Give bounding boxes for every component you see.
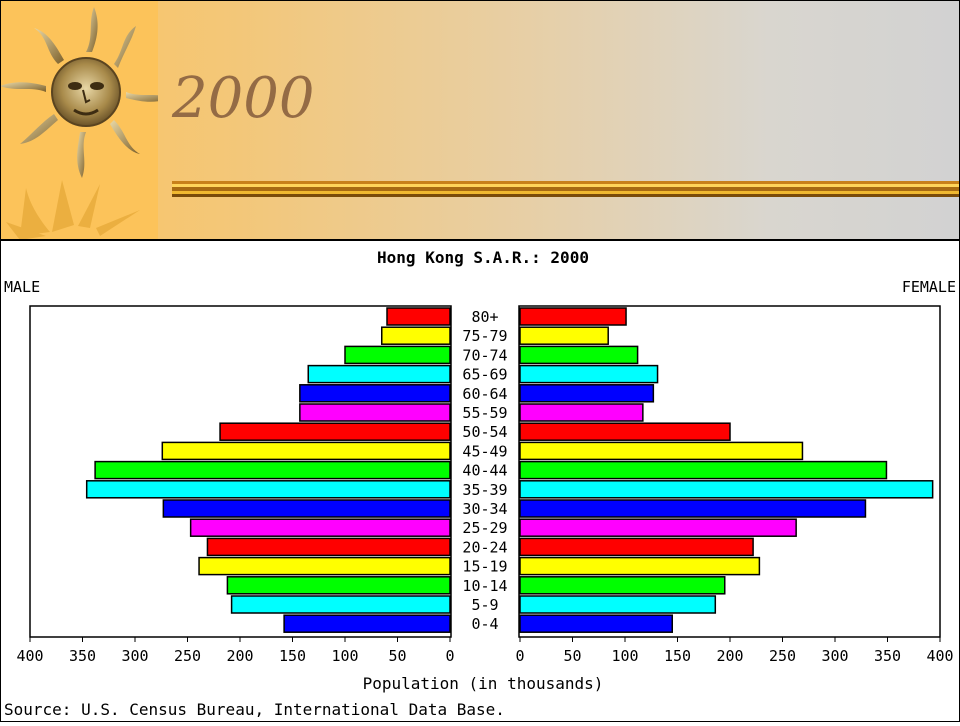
male-bar-70-74 xyxy=(344,345,451,365)
age-group-label: 50-54 xyxy=(462,423,507,441)
slide-header: 2000 xyxy=(0,0,960,240)
age-group-label: 80+ xyxy=(471,308,498,326)
female-bar-55-59 xyxy=(519,403,644,422)
male-bar-60-64 xyxy=(299,384,451,403)
male-bar-45-49 xyxy=(161,441,451,461)
female-tick-label: 350 xyxy=(874,647,901,665)
female-bar-0-4 xyxy=(519,614,673,633)
female-tick-label: 250 xyxy=(769,647,796,665)
source-note: Source: U.S. Census Bureau, Internationa… xyxy=(4,700,505,719)
male-label: MALE xyxy=(4,278,40,296)
chart-svg: Hong Kong S.A.R.: 2000 MALE FEMALE 80+75… xyxy=(4,248,956,719)
x-axis-label: Population (in thousands) xyxy=(363,674,604,693)
female-tick-label: 150 xyxy=(664,647,691,665)
age-group-label: 70-74 xyxy=(462,346,507,364)
female-bar-40-44 xyxy=(519,460,888,480)
female-tick-label: 100 xyxy=(611,647,638,665)
male-bar-30-34 xyxy=(162,499,451,518)
male-bar-80+ xyxy=(386,307,451,326)
population-pyramid: Hong Kong S.A.R.: 2000 MALE FEMALE 80+ 75… xyxy=(0,240,960,722)
female-bar-25-29 xyxy=(519,518,797,537)
age-group-label: 0-4 xyxy=(471,615,498,633)
age-group-label: 35-39 xyxy=(462,481,507,499)
female-tick-label: 300 xyxy=(821,647,848,665)
age-group-label: 40-44 xyxy=(462,462,507,480)
female-bar-60-64 xyxy=(519,384,655,403)
female-bar-35-39 xyxy=(519,480,934,499)
female-tick-label: 0 xyxy=(515,647,524,665)
age-group-label: 30-34 xyxy=(462,500,507,518)
age-group-label: 5-9 xyxy=(471,596,498,614)
female-bar-80+ xyxy=(519,307,627,326)
female-bar-10-14 xyxy=(519,576,726,595)
title-underline xyxy=(172,181,960,197)
male-bar-50-54 xyxy=(219,422,451,441)
female-bar-50-54 xyxy=(519,422,731,441)
female-bar-5-9 xyxy=(519,595,717,614)
age-group-label: 65-69 xyxy=(462,366,507,384)
sun-decoration xyxy=(0,0,170,240)
female-tick-label: 200 xyxy=(716,647,743,665)
female-bar-70-74 xyxy=(519,345,639,365)
male-bar-10-14 xyxy=(226,576,451,595)
male-bar-65-69 xyxy=(307,364,451,384)
age-group-label: 45-49 xyxy=(462,442,507,460)
header-divider xyxy=(0,239,960,241)
male-bar-40-44 xyxy=(94,460,451,480)
female-bar-75-79 xyxy=(519,326,609,345)
male-bar-75-79 xyxy=(381,326,451,345)
female-tick-label: 50 xyxy=(563,647,581,665)
male-tick-label: 100 xyxy=(331,647,358,665)
female-bar-20-24 xyxy=(519,537,754,557)
male-tick-label: 350 xyxy=(69,647,96,665)
age-group-label: 55-59 xyxy=(462,404,507,422)
female-bar-45-49 xyxy=(519,441,804,461)
male-bar-55-59 xyxy=(299,403,451,422)
age-group-label: 20-24 xyxy=(462,538,507,556)
female-label: FEMALE xyxy=(902,278,956,296)
female-bar-15-19 xyxy=(519,556,761,576)
female-bar-30-34 xyxy=(519,499,867,518)
age-group-label: 75-79 xyxy=(462,327,507,345)
male-tick-label: 0 xyxy=(445,647,454,665)
male-bar-20-24 xyxy=(206,537,451,557)
age-group-label: 25-29 xyxy=(462,519,507,537)
male-bar-15-19 xyxy=(198,556,451,576)
male-tick-label: 250 xyxy=(174,647,201,665)
age-group-label: 15-19 xyxy=(462,558,507,576)
male-tick-label: 200 xyxy=(226,647,253,665)
female-bar-65-69 xyxy=(519,364,659,384)
male-tick-label: 150 xyxy=(279,647,306,665)
chart-title: Hong Kong S.A.R.: 2000 xyxy=(377,248,589,267)
female-tick-label: 400 xyxy=(926,647,953,665)
male-bar-0-4 xyxy=(283,614,451,633)
age-group-label: 10-14 xyxy=(462,577,507,595)
male-tick-label: 50 xyxy=(388,647,406,665)
male-tick-label: 400 xyxy=(16,647,43,665)
male-bar-5-9 xyxy=(230,595,451,614)
male-tick-label: 300 xyxy=(121,647,148,665)
sun-icon xyxy=(0,7,170,240)
slide-title: 2000 xyxy=(172,66,315,131)
male-bar-25-29 xyxy=(189,518,451,537)
male-bar-35-39 xyxy=(85,480,451,499)
age-group-label: 60-64 xyxy=(462,385,507,403)
